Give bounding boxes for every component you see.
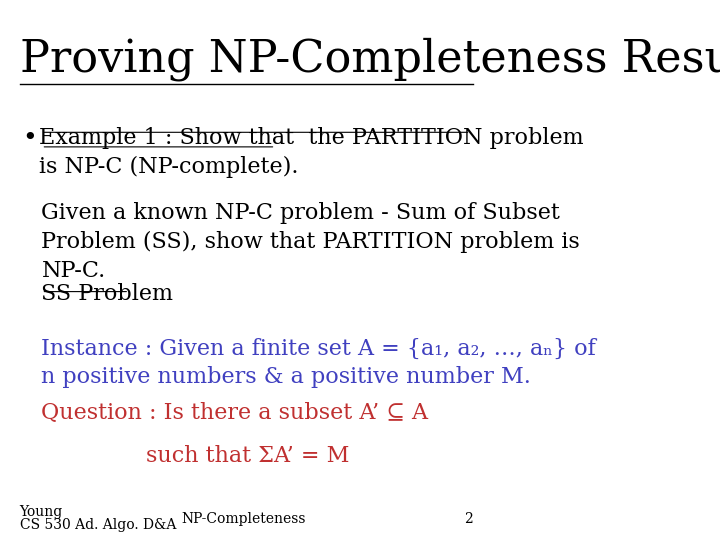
Text: Instance : Given a finite set A = {a₁, a₂, …, aₙ} of
n positive numbers & a posi: Instance : Given a finite set A = {a₁, a… xyxy=(42,338,596,388)
Text: Proving NP-Completeness Results: Proving NP-Completeness Results xyxy=(19,38,720,82)
Text: •: • xyxy=(22,127,37,150)
Text: 2: 2 xyxy=(464,512,473,526)
Text: CS 530 Ad. Algo. D&A: CS 530 Ad. Algo. D&A xyxy=(19,518,176,532)
Text: Question : Is there a subset A’ ⊆ A: Question : Is there a subset A’ ⊆ A xyxy=(42,402,428,424)
Text: SS Problem: SS Problem xyxy=(42,284,174,306)
Text: Young: Young xyxy=(19,505,63,519)
Text: Given a known NP-C problem - Sum of Subset
Problem (SS), show that PARTITION pro: Given a known NP-C problem - Sum of Subs… xyxy=(42,202,580,282)
Text: NP-Completeness: NP-Completeness xyxy=(181,512,306,526)
Text: such that ΣA’ = M: such that ΣA’ = M xyxy=(146,446,350,468)
Text: Example 1 : Show that  the PARTITION problem
is NP-C (NP-complete).: Example 1 : Show that the PARTITION prob… xyxy=(39,127,584,178)
